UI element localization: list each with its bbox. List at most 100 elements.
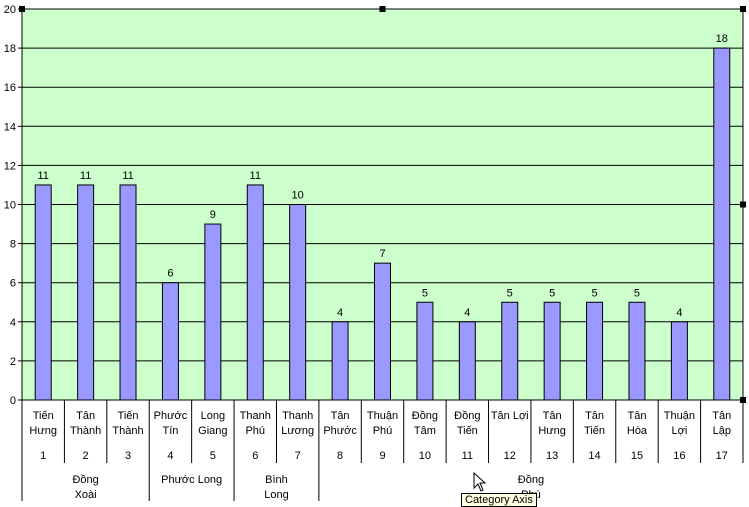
data-label-7: 10 xyxy=(292,190,304,202)
y-tick-label-4: 4 xyxy=(10,317,16,329)
category-label-17: Lập xyxy=(713,425,731,437)
category-index-15: 15 xyxy=(631,450,643,462)
category-index-14: 14 xyxy=(588,450,600,462)
bar-15 xyxy=(628,301,646,401)
category-label-5: Long xyxy=(201,410,225,422)
selection-handle-2 xyxy=(740,6,746,12)
bar-10 xyxy=(416,301,434,401)
category-label-9: Phú xyxy=(373,425,393,437)
bars xyxy=(34,47,731,401)
selection-handle-1 xyxy=(379,6,386,12)
category-label-2: Tân xyxy=(76,410,95,422)
category-label-10: Đồng xyxy=(412,410,438,422)
y-tick-label-20: 20 xyxy=(4,4,16,16)
selection-handle-0 xyxy=(19,6,25,12)
mouse-pointer-icon xyxy=(473,472,487,492)
category-label-3: Thành xyxy=(112,425,143,437)
y-tick-label-14: 14 xyxy=(4,121,16,133)
data-label-10: 5 xyxy=(422,287,428,299)
category-index-13: 13 xyxy=(546,450,558,462)
group-label-3: Đồng xyxy=(518,474,544,486)
data-label-11: 4 xyxy=(464,307,470,319)
data-label-8: 4 xyxy=(337,307,343,319)
category-label-9: Thuận xyxy=(367,410,398,422)
y-tick-label-6: 6 xyxy=(10,278,16,290)
bar-11 xyxy=(458,321,476,401)
category-label-7: Thanh xyxy=(282,410,313,422)
group-label-2: Long xyxy=(264,489,288,501)
category-index-7: 7 xyxy=(295,450,301,462)
y-tick-label-16: 16 xyxy=(4,82,16,94)
data-label-14: 5 xyxy=(591,287,597,299)
selection-handles xyxy=(19,6,746,403)
category-index-12: 12 xyxy=(504,450,516,462)
y-tick-label-18: 18 xyxy=(4,43,16,55)
bar-2 xyxy=(77,184,95,401)
category-index-9: 9 xyxy=(379,450,385,462)
bar-17 xyxy=(713,47,731,401)
bar-14 xyxy=(586,301,604,401)
data-label-2: 11 xyxy=(80,170,91,182)
category-index-5: 5 xyxy=(210,450,216,462)
category-label-1: Tiến xyxy=(33,410,54,422)
data-label-6: 11 xyxy=(250,170,261,182)
category-label-16: Thuận xyxy=(664,410,695,422)
category-label-10: Tâm xyxy=(414,425,436,437)
category-index-10: 10 xyxy=(419,450,431,462)
category-label-13: Tân xyxy=(543,410,562,422)
data-label-5: 9 xyxy=(210,209,216,221)
category-index-8: 8 xyxy=(337,450,343,462)
data-labels: 11 11 11 6 9 11 10 4 7 5 4 5 5 5 5 4 18 xyxy=(37,33,727,319)
data-label-1: 11 xyxy=(37,170,48,182)
category-label-6: Phú xyxy=(245,425,265,437)
y-axis: 0 2 4 6 8 10 12 14 16 18 20 xyxy=(4,4,744,407)
category-label-2: Thành xyxy=(70,425,101,437)
category-label-3: Tiến xyxy=(118,410,139,422)
category-label-15: Tân xyxy=(627,410,646,422)
bar-1 xyxy=(34,184,52,401)
category-index-4: 4 xyxy=(167,450,173,462)
category-label-4: Tín xyxy=(162,425,178,437)
y-tick-label-2: 2 xyxy=(10,356,16,368)
y-tick-label-10: 10 xyxy=(4,200,16,212)
bar-4 xyxy=(161,282,179,401)
category-label-8: Phước xyxy=(323,425,357,437)
category-index-6: 6 xyxy=(252,450,258,462)
bar-13 xyxy=(543,301,561,401)
group-label-0: Xoài xyxy=(75,489,97,501)
data-label-9: 7 xyxy=(379,248,385,260)
bar-6 xyxy=(246,184,264,401)
data-label-16: 4 xyxy=(676,307,682,319)
category-index-17: 17 xyxy=(716,450,728,462)
category-label-6: Thanh xyxy=(240,410,271,422)
bar-9 xyxy=(374,262,391,401)
group-label-0: Đồng xyxy=(72,474,98,486)
category-label-14: Tân xyxy=(585,410,604,422)
group-label-1: Phước Long xyxy=(161,474,222,486)
bar-16 xyxy=(670,321,688,401)
category-label-15: Hòa xyxy=(627,425,648,437)
group-label-2: Bình xyxy=(265,474,288,486)
category-label-17: Tân xyxy=(712,410,731,422)
category-label-13: Hưng xyxy=(538,425,566,437)
bar-7 xyxy=(289,204,307,401)
category-index-1: 1 xyxy=(40,450,46,462)
selection-handle-3 xyxy=(740,201,746,208)
data-label-12: 5 xyxy=(507,287,513,299)
y-tick-label-12: 12 xyxy=(4,160,16,172)
selection-handle-4 xyxy=(740,397,746,403)
category-label-14: Tiến xyxy=(584,425,605,437)
category-axis[interactable]: Tiến Hưng 1 Tân Thành 2 Tiến Thành 3 Phước Tín 4 Lon… xyxy=(21,399,744,501)
category-label-8: Tân xyxy=(331,410,350,422)
data-label-15: 5 xyxy=(634,287,640,299)
category-label-12: Tân Lợi xyxy=(491,410,529,422)
category-label-5: Giang xyxy=(198,425,227,437)
data-label-4: 6 xyxy=(167,268,173,280)
bar-5 xyxy=(204,223,222,401)
data-label-13: 5 xyxy=(549,287,555,299)
y-tick-label-0: 0 xyxy=(10,395,16,407)
category-label-7: Lương xyxy=(281,425,314,437)
bar-8 xyxy=(331,321,349,401)
category-index-2: 2 xyxy=(83,450,89,462)
